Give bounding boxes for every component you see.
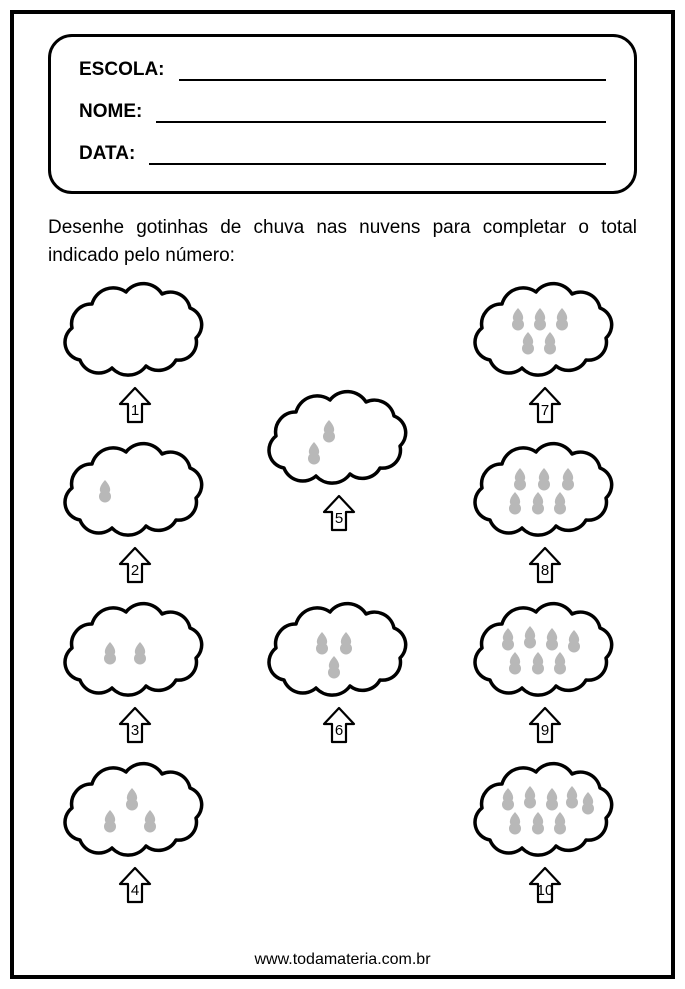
cloud-unit-9: 9 — [460, 600, 630, 744]
cloud-icon — [50, 440, 220, 550]
data-line[interactable] — [149, 147, 606, 165]
cloud-icon — [254, 600, 424, 710]
cloud-icon — [254, 388, 424, 498]
escola-row: ESCOLA: — [79, 59, 606, 81]
cloud-number: 7 — [527, 402, 563, 419]
number-arrow: 9 — [527, 706, 563, 744]
cloud-number: 2 — [117, 562, 153, 579]
cloud-unit-8: 8 — [460, 440, 630, 584]
cloud-number: 3 — [117, 722, 153, 739]
number-arrow: 4 — [117, 866, 153, 904]
number-arrow: 2 — [117, 546, 153, 584]
cloud-icon — [50, 280, 220, 390]
cloud-number: 8 — [527, 562, 563, 579]
cloud-unit-2: 2 — [50, 440, 220, 584]
nome-row: NOME: — [79, 101, 606, 123]
number-arrow: 5 — [321, 494, 357, 532]
number-arrow: 10 — [527, 866, 563, 904]
cloud-icon — [460, 600, 630, 710]
number-arrow: 6 — [321, 706, 357, 744]
cloud-icon — [460, 760, 630, 870]
cloud-number: 4 — [117, 882, 153, 899]
cloud-unit-6: 6 — [254, 600, 424, 744]
clouds-area: 1 2 5 7 — [36, 280, 649, 939]
cloud-icon — [460, 280, 630, 390]
cloud-number: 9 — [527, 722, 563, 739]
data-label: DATA: — [79, 143, 135, 165]
number-arrow: 1 — [117, 386, 153, 424]
cloud-number: 1 — [117, 402, 153, 419]
cloud-unit-1: 1 — [50, 280, 220, 424]
cloud-icon — [50, 600, 220, 710]
number-arrow: 3 — [117, 706, 153, 744]
cloud-unit-10: 10 — [460, 760, 630, 904]
cloud-number: 6 — [321, 722, 357, 739]
cloud-number: 5 — [321, 510, 357, 527]
footer-url: www.todamateria.com.br — [0, 951, 685, 969]
cloud-unit-3: 3 — [50, 600, 220, 744]
escola-label: ESCOLA: — [79, 59, 165, 81]
cloud-unit-7: 7 — [460, 280, 630, 424]
number-arrow: 8 — [527, 546, 563, 584]
nome-line[interactable] — [156, 105, 606, 123]
data-row: DATA: — [79, 143, 606, 165]
cloud-unit-5: 5 — [254, 388, 424, 532]
escola-line[interactable] — [179, 63, 607, 81]
instruction-text: Desenhe gotinhas de chuva nas nuvens par… — [48, 214, 637, 269]
cloud-icon — [50, 760, 220, 870]
cloud-icon — [460, 440, 630, 550]
cloud-number: 10 — [527, 882, 563, 899]
number-arrow: 7 — [527, 386, 563, 424]
header-box: ESCOLA: NOME: DATA: — [48, 34, 637, 194]
cloud-unit-4: 4 — [50, 760, 220, 904]
nome-label: NOME: — [79, 101, 142, 123]
